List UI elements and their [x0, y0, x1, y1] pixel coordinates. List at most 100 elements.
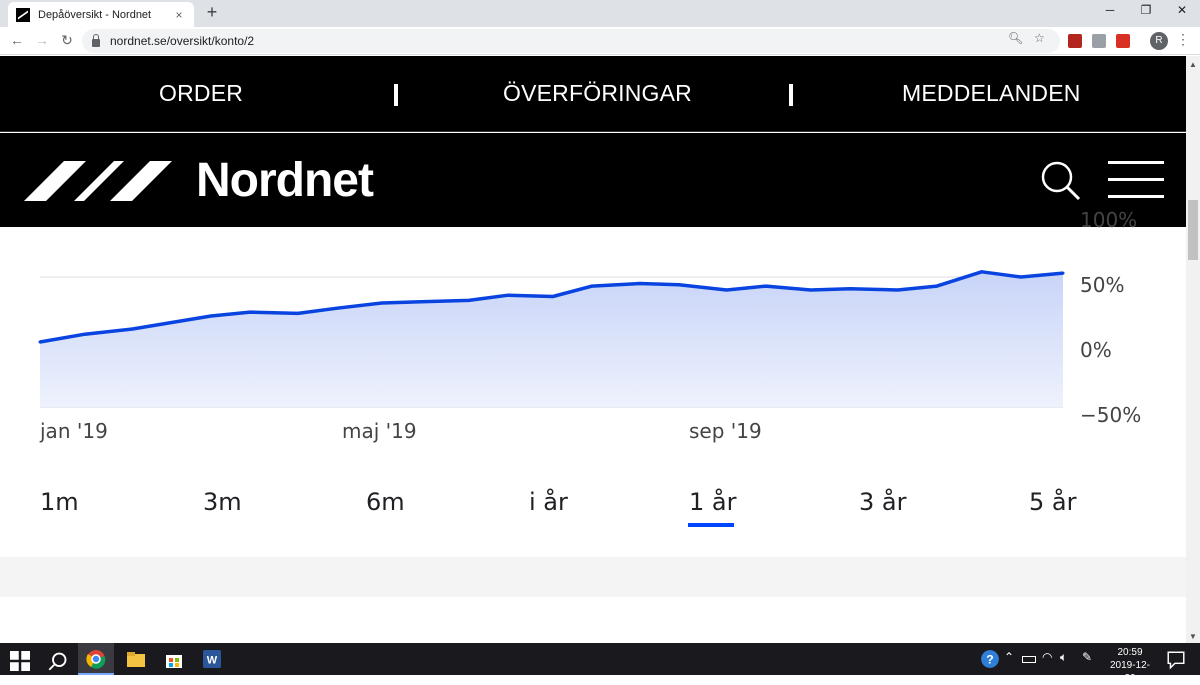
help-icon[interactable]: ?: [980, 649, 1000, 669]
performance-chart: 100% 50% 0% −50% jan '19 maj '19 sep '19: [0, 208, 1186, 557]
data-point: [419, 300, 423, 304]
forward-arrow-icon[interactable]: →: [35, 32, 49, 48]
word-icon[interactable]: W: [202, 649, 222, 669]
data-point: [980, 270, 984, 274]
maximize-icon[interactable]: ❐: [1140, 3, 1152, 17]
period-1-ar[interactable]: 1 år: [689, 488, 737, 516]
data-point: [335, 306, 339, 310]
search-icon[interactable]: [1040, 160, 1082, 202]
system-clock[interactable]: 20:59 2019-12-30: [1108, 646, 1152, 685]
profile-avatar[interactable]: R: [1150, 32, 1168, 50]
wifi-icon[interactable]: ◠: [1042, 650, 1053, 664]
clock-time: 20:59: [1117, 647, 1143, 658]
scrollbar-track[interactable]: [1186, 56, 1200, 643]
period-1m[interactable]: 1m: [40, 488, 79, 516]
x-tick-label: jan '19: [40, 419, 108, 443]
data-point: [467, 298, 471, 302]
back-arrow-icon[interactable]: ←: [10, 32, 24, 48]
data-point: [130, 327, 134, 331]
close-window-icon[interactable]: ✕: [1176, 3, 1188, 17]
data-point: [725, 288, 729, 292]
volume-icon[interactable]: 🔈︎: [1060, 650, 1068, 664]
period-i-ar[interactable]: i år: [529, 488, 568, 516]
brand-bar: Nordnet: [0, 133, 1186, 227]
svg-text:?: ?: [986, 652, 993, 666]
taskbar-search-icon[interactable]: [48, 651, 68, 671]
extension-shield-icon[interactable]: [1068, 34, 1082, 48]
windows-start-icon[interactable]: [10, 651, 30, 671]
y-tick-label: 100%: [1080, 208, 1138, 232]
nav-overforingar[interactable]: ÖVERFÖRINGAR: [503, 80, 692, 106]
store-icon[interactable]: [164, 649, 184, 669]
data-point: [380, 301, 384, 305]
y-tick-label: 50%: [1080, 273, 1125, 297]
file-explorer-icon[interactable]: [126, 649, 146, 669]
x-tick-label: sep '19: [689, 419, 762, 443]
data-point: [296, 311, 300, 315]
top-navigation: ORDER ÖVERFÖRINGAR MEDDELANDEN: [0, 56, 1186, 132]
nordnet-favicon-icon: [16, 7, 30, 22]
data-point: [809, 288, 813, 292]
data-point: [551, 295, 555, 298]
browser-tab-strip: Depåöversikt - Nordnet × + ─ ❐ ✕: [0, 0, 1200, 27]
browser-toolbar: ← → ↻ nordnet.se/oversikt/konto/2 🔍︎ ☆ R…: [0, 27, 1200, 55]
brand-name[interactable]: Nordnet: [196, 154, 374, 207]
data-point: [1019, 275, 1023, 279]
browser-tab[interactable]: Depåöversikt - Nordnet ×: [8, 2, 194, 27]
period-3-ar[interactable]: 3 år: [859, 488, 907, 516]
data-point: [248, 310, 252, 314]
tab-close-button[interactable]: ×: [175, 7, 183, 22]
data-point: [590, 284, 594, 288]
nav-meddelanden[interactable]: MEDDELANDEN: [902, 80, 1081, 106]
browser-menu-icon[interactable]: ⋮: [1176, 31, 1190, 47]
data-point: [677, 283, 681, 287]
y-tick-label: 0%: [1080, 338, 1112, 362]
y-tick-label: −50%: [1080, 403, 1142, 427]
pen-icon[interactable]: ✎: [1082, 650, 1093, 664]
extension-puzzle-icon[interactable]: [1092, 34, 1106, 48]
data-point: [638, 282, 642, 285]
windows-taskbar: W ? ⌃ ◠ 🔈︎ ✎ 20:59 2019-12-30: [0, 643, 1200, 684]
minimize-icon[interactable]: ─: [1105, 3, 1115, 17]
address-bar[interactable]: nordnet.se/oversikt/konto/2: [82, 29, 1060, 53]
chart-plot: [38, 270, 1065, 408]
x-tick-label: maj '19: [342, 419, 417, 443]
reload-icon[interactable]: ↻: [61, 32, 73, 48]
url-text: nordnet.se/oversikt/konto/2: [110, 34, 255, 48]
period-3m[interactable]: 3m: [203, 488, 242, 516]
section-divider: [0, 557, 1186, 597]
page-viewport: ORDER ÖVERFÖRINGAR MEDDELANDEN Nordnet 1…: [0, 56, 1186, 643]
lock-icon: [92, 34, 100, 47]
tray-expand-icon[interactable]: ⌃: [1004, 650, 1015, 664]
data-point: [170, 321, 174, 324]
hamburger-menu-icon[interactable]: [1108, 159, 1164, 201]
zoom-icon[interactable]: 🔍︎: [1008, 31, 1024, 45]
battery-icon[interactable]: [1022, 656, 1036, 663]
data-point: [1061, 271, 1065, 275]
data-point: [764, 284, 768, 288]
tab-title: Depåöversikt - Nordnet: [38, 8, 152, 21]
bookmark-star-icon[interactable]: ☆: [1034, 31, 1045, 45]
taskbar-chrome-active[interactable]: [78, 643, 114, 675]
scrollbar-thumb[interactable]: [1188, 200, 1198, 260]
data-point: [935, 284, 939, 288]
period-5-ar[interactable]: 5 år: [1029, 488, 1077, 516]
extension-badge-icon[interactable]: [1116, 34, 1130, 48]
scroll-up-arrow-icon[interactable]: ▲: [1189, 60, 1197, 69]
data-point: [506, 293, 510, 297]
series-area: [40, 271, 1063, 407]
nordnet-logo-icon[interactable]: [24, 161, 180, 201]
svg-text:W: W: [207, 655, 218, 667]
chrome-icon: [86, 650, 106, 669]
period-6m[interactable]: 6m: [366, 488, 405, 516]
notification-icon[interactable]: [1166, 650, 1186, 670]
data-point: [896, 288, 900, 292]
data-point: [38, 340, 42, 344]
nav-order[interactable]: ORDER: [159, 80, 244, 106]
nav-separator: [394, 84, 398, 106]
scroll-down-arrow-icon[interactable]: ▼: [1189, 632, 1197, 641]
data-point: [209, 314, 213, 318]
new-tab-button[interactable]: +: [206, 2, 218, 22]
data-point: [848, 287, 852, 291]
clock-date: 2019-12-30: [1109, 660, 1151, 684]
